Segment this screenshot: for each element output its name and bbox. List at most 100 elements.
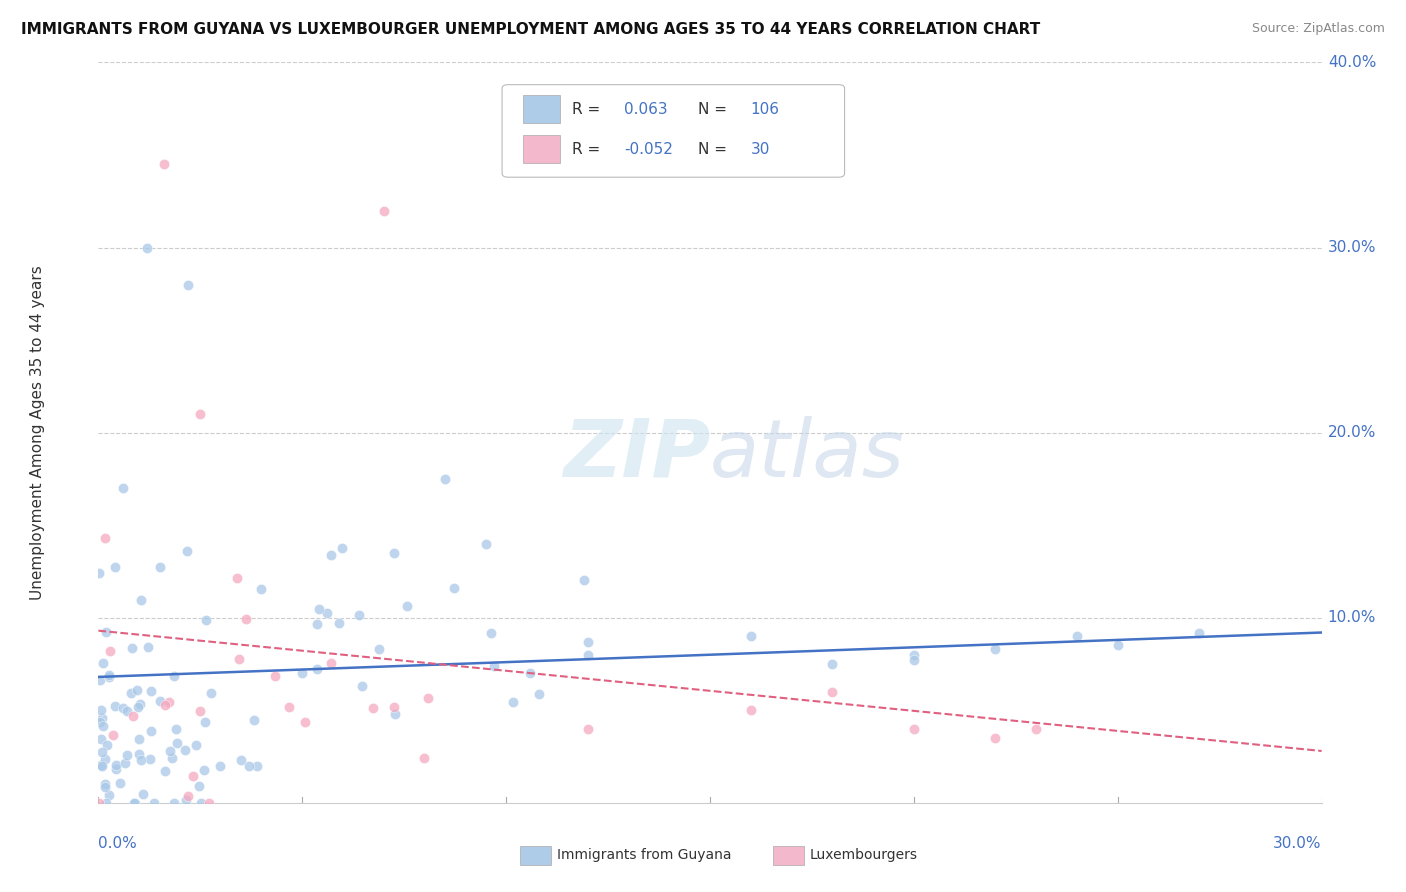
Point [149, 559, 172, 574]
Point [97, 788, 120, 802]
Point [174, 793, 197, 807]
Text: -0.052: -0.052 [624, 142, 673, 157]
Point [188, 407, 212, 421]
Point [305, 617, 328, 632]
Point [120, 686, 142, 700]
Point [114, 756, 136, 771]
Point [89, 673, 111, 687]
Point [226, 571, 249, 585]
Point [228, 652, 250, 666]
Point [1107, 639, 1129, 653]
Text: 40.0%: 40.0% [1327, 55, 1376, 70]
Point [246, 759, 269, 773]
Point [90, 759, 112, 773]
Text: R =: R = [572, 142, 600, 157]
Point [194, 613, 217, 627]
Point [740, 629, 762, 643]
Point [108, 776, 131, 790]
Point [98, 668, 121, 682]
Point [1066, 629, 1088, 643]
Point [115, 748, 138, 763]
Point [382, 699, 405, 714]
Point [198, 796, 221, 810]
Point [321, 656, 343, 670]
Point [139, 723, 162, 738]
Point [576, 635, 599, 649]
FancyBboxPatch shape [523, 135, 560, 163]
Point [163, 669, 186, 683]
Point [903, 653, 925, 667]
Point [96, 739, 118, 753]
Point [193, 763, 215, 777]
Point [90, 758, 112, 772]
Point [315, 606, 337, 620]
Point [278, 700, 301, 714]
Point [165, 722, 187, 736]
Point [93, 752, 115, 766]
Point [163, 796, 186, 810]
Point [821, 685, 844, 699]
Point [136, 240, 159, 255]
Point [184, 739, 207, 753]
Point [188, 779, 211, 793]
Point [94, 777, 117, 791]
Text: 0.0%: 0.0% [98, 836, 138, 851]
Point [1188, 625, 1211, 640]
Text: N =: N = [697, 142, 727, 157]
Point [112, 481, 135, 495]
Text: Source: ZipAtlas.com: Source: ZipAtlas.com [1251, 22, 1385, 36]
Point [129, 697, 152, 711]
Point [482, 659, 505, 673]
Point [572, 573, 595, 587]
Point [94, 780, 117, 794]
Point [347, 607, 370, 622]
Point [96, 624, 118, 639]
Point [94, 531, 117, 545]
Point [89, 566, 111, 580]
Text: 30: 30 [751, 142, 769, 157]
Point [382, 546, 405, 560]
Point [132, 787, 155, 801]
Point [740, 703, 762, 717]
Point [308, 602, 330, 616]
Point [367, 642, 389, 657]
Point [160, 751, 183, 765]
Point [104, 560, 127, 574]
Point [98, 670, 121, 684]
Point [90, 711, 112, 725]
Text: 30.0%: 30.0% [1327, 240, 1376, 255]
Point [157, 695, 180, 709]
Point [128, 731, 150, 746]
Point [104, 757, 127, 772]
Text: 106: 106 [751, 102, 779, 117]
Point [127, 700, 149, 714]
Point [177, 789, 200, 804]
Text: R =: R = [572, 102, 600, 117]
Point [305, 662, 328, 676]
Point [984, 642, 1007, 657]
Point [373, 203, 395, 218]
Point [115, 704, 138, 718]
Point [903, 722, 925, 736]
Point [250, 582, 273, 596]
Point [94, 796, 117, 810]
Point [1025, 722, 1047, 736]
Point [576, 648, 599, 662]
Text: 20.0%: 20.0% [1327, 425, 1376, 440]
Point [121, 641, 143, 656]
Point [125, 682, 148, 697]
Point [90, 703, 112, 717]
Point [291, 665, 314, 680]
Point [519, 666, 541, 681]
Point [350, 679, 373, 693]
Point [264, 669, 287, 683]
Point [159, 744, 181, 758]
Point [243, 713, 266, 727]
Point [103, 728, 125, 742]
Point [434, 472, 457, 486]
Point [104, 762, 127, 776]
Point [821, 657, 844, 671]
Point [384, 706, 406, 721]
Point [576, 722, 599, 736]
Point [475, 537, 498, 551]
